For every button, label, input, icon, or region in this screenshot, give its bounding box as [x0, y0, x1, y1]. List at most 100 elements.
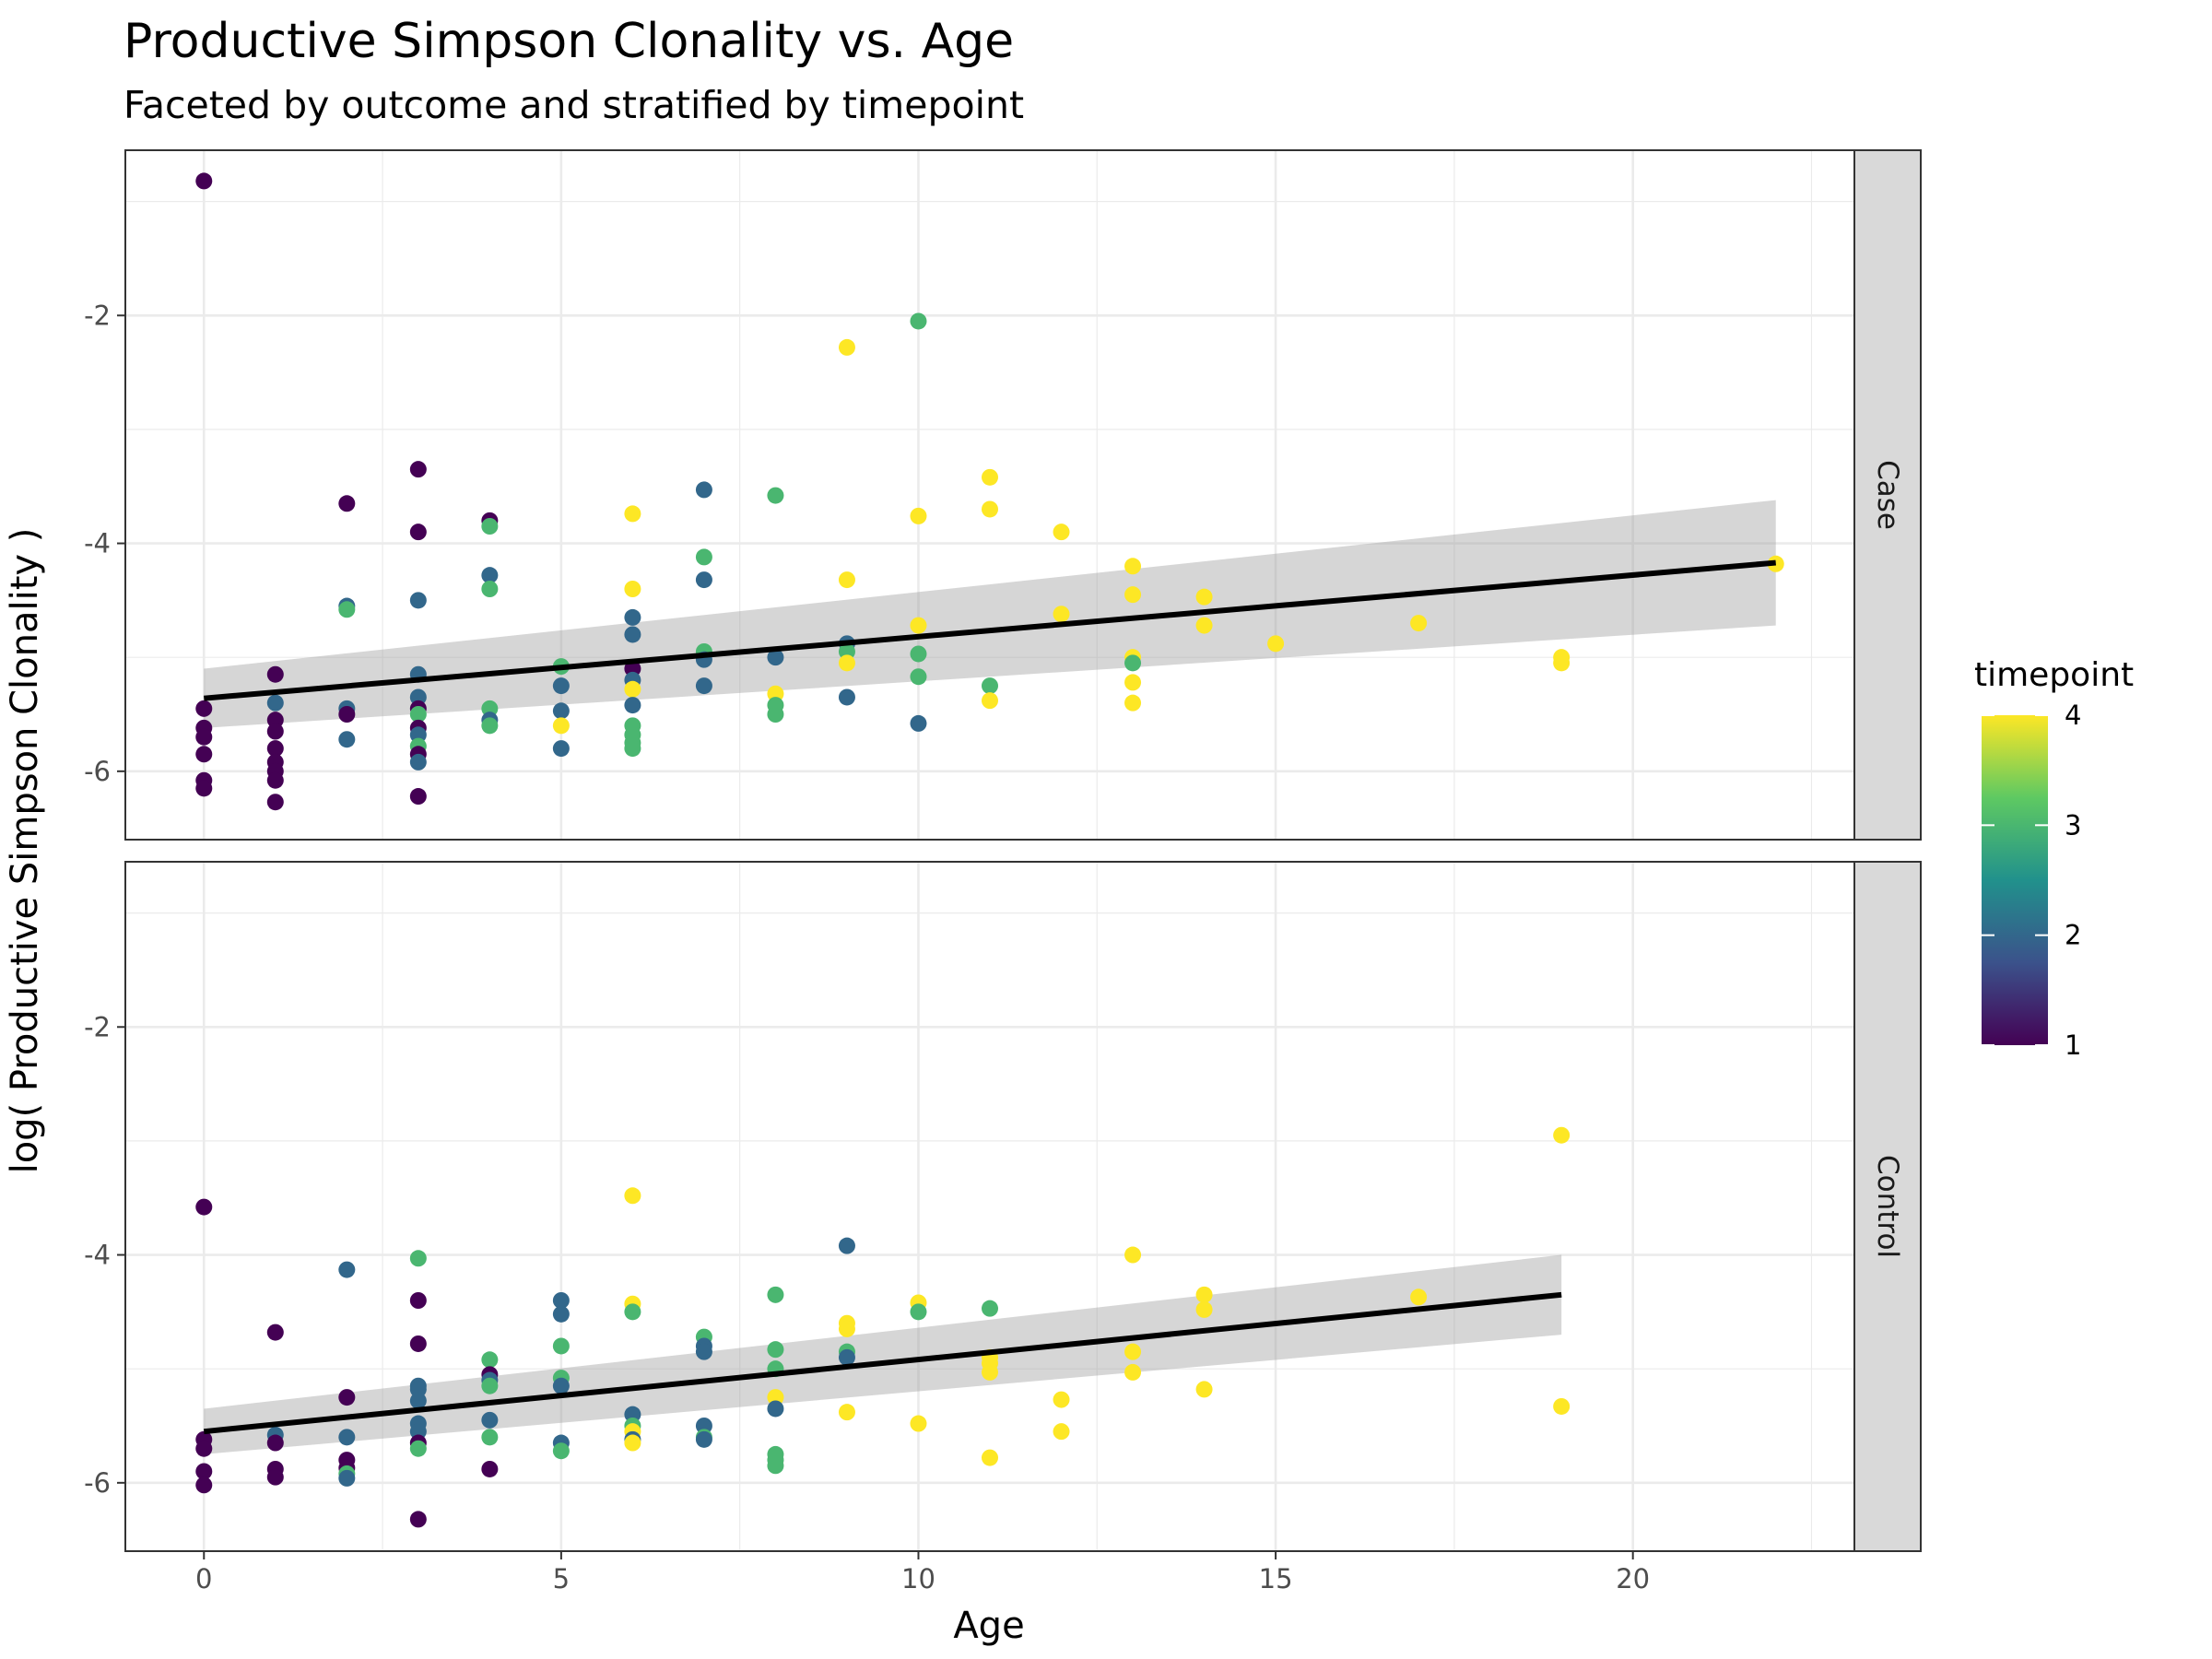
data-point: [1053, 606, 1070, 623]
data-point: [838, 1348, 855, 1366]
data-point: [266, 712, 284, 729]
y-tick-label: -6: [84, 756, 111, 787]
data-point: [910, 1303, 927, 1321]
data-point: [481, 581, 499, 597]
data-point: [338, 706, 356, 723]
data-point: [1124, 654, 1142, 672]
y-tick-label: -2: [84, 300, 111, 331]
x-tick-label: 20: [1616, 1563, 1650, 1594]
data-point: [409, 1511, 427, 1528]
data-point: [767, 1457, 784, 1475]
data-point: [338, 601, 356, 618]
data-point: [266, 1324, 284, 1341]
y-tick-label: -4: [84, 528, 111, 559]
data-point: [195, 780, 213, 797]
data-point: [409, 1392, 427, 1409]
data-point: [552, 740, 570, 758]
data-point: [195, 728, 213, 746]
data-point: [1124, 586, 1142, 604]
data-point: [910, 645, 927, 663]
data-point: [266, 740, 284, 758]
legend-title: timepoint: [1974, 656, 2134, 694]
legend-tick-label: 1: [2065, 1030, 2081, 1061]
data-point: [552, 702, 570, 720]
data-point: [982, 1449, 998, 1466]
data-point: [1195, 588, 1213, 606]
data-point: [624, 1406, 641, 1423]
data-point: [1553, 654, 1571, 672]
data-point: [767, 706, 784, 723]
legend-tick-label: 3: [2065, 809, 2081, 841]
data-point: [624, 740, 641, 758]
data-point: [982, 692, 998, 710]
data-points: [195, 172, 1784, 811]
data-point: [195, 1463, 213, 1480]
regression-line: [203, 1291, 1562, 1435]
data-point: [1053, 524, 1070, 541]
data-point: [552, 677, 570, 695]
data-point: [552, 1377, 570, 1394]
data-point: [266, 694, 284, 712]
data-point: [910, 507, 927, 524]
data-point: [695, 481, 712, 499]
x-tick-label: 15: [1259, 1563, 1293, 1594]
data-point: [409, 1381, 427, 1398]
data-point: [409, 1250, 427, 1267]
data-point: [409, 1335, 427, 1352]
x-tick-label: 0: [195, 1563, 212, 1594]
data-point: [409, 688, 427, 706]
y-axis: -2 -4 -6 -2 -4 -6: [84, 300, 125, 1499]
data-point: [695, 1430, 712, 1448]
data-point: [624, 680, 641, 698]
data-point: [1267, 635, 1285, 653]
data-point: [1124, 1363, 1142, 1381]
data-point: [1124, 1343, 1142, 1360]
data-point: [624, 1187, 641, 1205]
data-point: [195, 1477, 213, 1494]
data-point: [409, 524, 427, 541]
data-point: [982, 500, 998, 518]
data-point: [481, 567, 499, 584]
regression-line: [204, 559, 1776, 701]
data-point: [409, 1423, 427, 1441]
data-point: [195, 700, 213, 717]
facet-panel-case: [124, 149, 1855, 841]
data-point: [838, 1320, 855, 1337]
data-point: [910, 668, 927, 686]
data-point: [266, 1434, 284, 1452]
data-point: [409, 726, 427, 744]
data-point: [982, 1363, 998, 1381]
facet-strip-label-case: Case: [1871, 460, 1904, 530]
data-point: [838, 1237, 855, 1254]
data-point: [695, 571, 712, 589]
data-point: [266, 665, 284, 683]
confidence-band: [204, 500, 1776, 728]
data-point: [838, 1404, 855, 1421]
data-point: [338, 731, 356, 748]
data-point: [338, 1469, 356, 1487]
data-point: [266, 794, 284, 811]
data-point: [409, 592, 427, 609]
data-point: [982, 1300, 998, 1317]
data-point: [481, 1460, 499, 1477]
data-point: [481, 1351, 499, 1369]
data-point: [838, 643, 855, 660]
data-point: [910, 1415, 927, 1432]
data-point: [1553, 1126, 1571, 1144]
data-point: [1195, 1300, 1213, 1318]
data-point: [552, 1292, 570, 1309]
data-point: [1124, 694, 1142, 712]
data-point: [552, 1305, 570, 1323]
confidence-band: [204, 1254, 1562, 1454]
data-point: [1410, 615, 1428, 632]
data-point: [481, 1429, 499, 1446]
x-tick-label: 10: [901, 1563, 935, 1594]
data-point: [552, 1337, 570, 1355]
facet-panel-control: [124, 861, 1855, 1552]
data-point: [1410, 1288, 1428, 1306]
data-point: [552, 1442, 570, 1460]
y-tick-label: -2: [84, 1011, 111, 1042]
data-point: [624, 626, 641, 643]
data-point: [767, 1400, 784, 1418]
